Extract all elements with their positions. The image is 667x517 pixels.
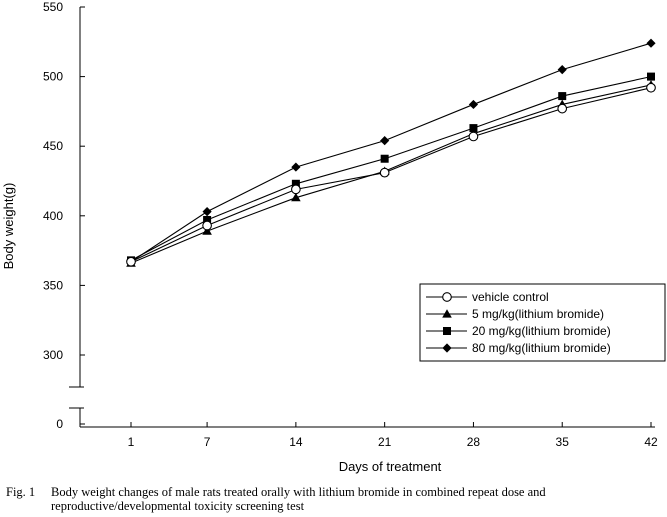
legend-label: vehicle control (472, 290, 549, 304)
data-point (557, 65, 567, 75)
series-2 (126, 80, 656, 267)
y-tick-label-zero: 0 (56, 417, 63, 431)
data-point (558, 92, 567, 101)
data-point (380, 136, 390, 146)
series-group (126, 38, 656, 267)
caption-line-1: Body weight changes of male rats treated… (51, 485, 546, 499)
series-line (130, 84, 652, 264)
y-tick-label: 450 (43, 139, 63, 153)
data-point (291, 179, 300, 188)
data-point (646, 38, 656, 48)
data-point (380, 154, 389, 163)
legend-label: 20 mg/kg(lithium bromide) (472, 324, 611, 338)
data-point (202, 220, 212, 231)
x-tick-label: 14 (289, 435, 303, 449)
figure-caption: Fig. 1 Body weight changes of male rats t… (6, 485, 666, 513)
caption-line-2: reproductive/developmental toxicity scre… (51, 499, 305, 513)
data-point (557, 103, 568, 114)
x-tick-label: 28 (467, 435, 481, 449)
data-point (379, 167, 390, 178)
body-weight-chart: 300 350 400 450 500 550 0 1 7 14 21 28 35 42 Days of… (1, 0, 666, 474)
data-point (291, 192, 301, 202)
x-tick-label: 1 (128, 435, 135, 449)
y-tick-label: 500 (43, 70, 63, 84)
data-point (203, 215, 212, 224)
data-point (468, 99, 479, 110)
data-point (126, 256, 136, 267)
legend-marker (442, 343, 452, 353)
x-tick-label: 21 (378, 435, 392, 449)
y-ticks: 300 350 400 450 500 550 0 (43, 0, 85, 431)
caption-label: Fig. 1 (6, 485, 36, 499)
data-point (646, 82, 656, 93)
legend-label: 80 mg/kg(lithium bromide) (472, 341, 611, 355)
legend-label: 5 mg/kg(lithium bromide) (472, 307, 604, 321)
x-tick-label: 42 (644, 435, 658, 449)
data-point (291, 162, 301, 172)
legend-marker (443, 327, 451, 335)
data-point (202, 207, 212, 217)
axes (69, 7, 655, 428)
y-tick-label: 350 (43, 278, 63, 292)
x-ticks: 1 7 14 21 28 35 42 (128, 422, 658, 449)
x-tick-label: 35 (556, 435, 570, 449)
series-1 (126, 82, 656, 267)
y-tick-label: 400 (43, 209, 63, 223)
data-point (291, 184, 301, 195)
data-point (202, 226, 212, 235)
x-tick-label: 7 (204, 435, 211, 449)
data-point (469, 124, 478, 133)
data-point (647, 72, 655, 81)
legend-marker (442, 309, 452, 318)
x-axis-title: Days of treatment (339, 459, 442, 474)
legend: vehicle control 5 mg/kg(lithium bromide)… (419, 283, 666, 362)
y-tick-label: 300 (43, 348, 63, 362)
y-tick-label: 550 (43, 0, 63, 14)
series-line (130, 87, 652, 263)
y-axis-title: Body weight(g) (1, 183, 16, 270)
data-point (468, 131, 479, 142)
legend-marker (442, 292, 452, 302)
